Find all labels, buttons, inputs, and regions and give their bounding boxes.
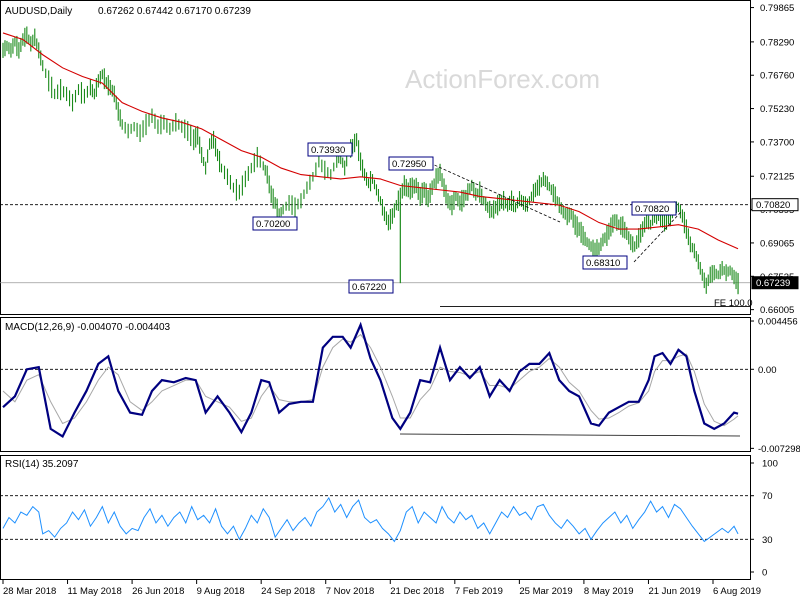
rsi-y-axis: 100 70 30 0 <box>750 459 778 579</box>
macd-signal-line <box>2 333 739 427</box>
x-tick-label: 8 May 2019 <box>584 586 634 597</box>
highlight-price-label: 0.70820 <box>756 200 790 211</box>
x-tick-label: 21 Jun 2019 <box>648 586 700 597</box>
price-y-axis: 0.79865 0.78290 0.76760 0.75230 0.73700 0.721… <box>750 3 799 316</box>
macd-main-line <box>2 321 739 439</box>
annotation-label: 0.67220 <box>352 282 386 293</box>
x-tick-label: 9 Aug 2018 <box>197 586 245 597</box>
x-tick-label: 11 May 2018 <box>68 586 122 597</box>
chart-symbol: AUDUSD,Daily <box>5 6 72 17</box>
macd-label: MACD(12,26,9) -0.004070 -0.004403 <box>5 322 171 333</box>
x-tick-label: 25 Mar 2019 <box>519 586 572 597</box>
trendlines <box>429 162 682 263</box>
annotation-label: 0.68310 <box>586 258 620 269</box>
y-tick-label: 0.66005 <box>760 305 794 316</box>
trendline-rising <box>633 211 682 263</box>
price-annotation: 0.70200 <box>252 216 298 231</box>
rsi-tick-label: 30 <box>762 535 773 546</box>
price-panel-frame <box>0 0 751 315</box>
y-tick-label: 0.78290 <box>760 37 794 48</box>
macd-panel-frame <box>0 317 751 452</box>
macd-support-line <box>399 433 741 437</box>
price-annotation: 0.72950 <box>388 156 434 171</box>
rsi-tick-label: 0 <box>762 568 767 579</box>
price-annotation: 0.70820 <box>631 201 677 216</box>
macd-tick-label: -0.007298 <box>758 444 800 455</box>
x-tick-label: 26 Jun 2018 <box>132 586 184 597</box>
y-tick-label: 0.72125 <box>760 172 794 183</box>
macd-tick-label: 0.004456 <box>758 317 798 328</box>
x-tick-label: 7 Feb 2019 <box>455 586 503 597</box>
rsi-line <box>2 496 739 543</box>
x-tick-label: 21 Dec 2018 <box>390 586 444 597</box>
rsi-level-lines <box>0 495 750 540</box>
x-tick-label: 6 Aug 2019 <box>713 586 761 597</box>
macd-y-axis: 0.004456 0.00 -0.007298 <box>750 317 800 455</box>
y-tick-label: 0.75230 <box>760 104 794 115</box>
annotation-label: 0.70200 <box>256 219 290 230</box>
price-annotations: 0.73930 0.72950 0.70200 0.67220 0.70820 0.683… <box>252 142 677 294</box>
y-tick-label: 0.69065 <box>760 238 794 249</box>
annotation-label: 0.70820 <box>635 204 669 215</box>
price-bars <box>2 26 739 295</box>
x-tick-label: 28 Mar 2018 <box>3 586 56 597</box>
moving-average-line <box>2 32 739 250</box>
fe-label: FE 100.0 <box>714 298 753 309</box>
rsi-panel-frame <box>0 455 751 580</box>
rsi-tick-label: 70 <box>762 491 773 502</box>
ohlc-readout: 0.67262 0.67442 0.67170 0.67239 <box>98 6 251 17</box>
rsi-label: RSI(14) 35.2097 <box>5 459 79 470</box>
watermark: ActionForex.com <box>405 64 600 94</box>
annotation-label: 0.72950 <box>392 159 426 170</box>
annotation-label: 0.73930 <box>311 145 345 156</box>
macd-tick-label: 0.00 <box>758 365 777 376</box>
y-tick-label: 0.79865 <box>760 3 794 14</box>
y-tick-label: 0.73700 <box>760 137 794 148</box>
y-tick-label: 0.76760 <box>760 71 794 82</box>
price-annotation: 0.68310 <box>582 255 628 270</box>
x-tick-label: 7 Nov 2018 <box>326 586 375 597</box>
x-tick-label: 24 Sep 2018 <box>261 586 315 597</box>
highlight-price-label: 0.67239 <box>756 278 790 289</box>
trendline-falling <box>429 162 561 223</box>
price-annotation: 0.73930 <box>307 142 353 157</box>
price-annotation: 0.67220 <box>348 279 394 294</box>
rsi-tick-label: 100 <box>762 459 778 470</box>
date-axis: 28 Mar 2018 11 May 2018 26 Jun 2018 9 Aug 2… <box>2 580 761 597</box>
